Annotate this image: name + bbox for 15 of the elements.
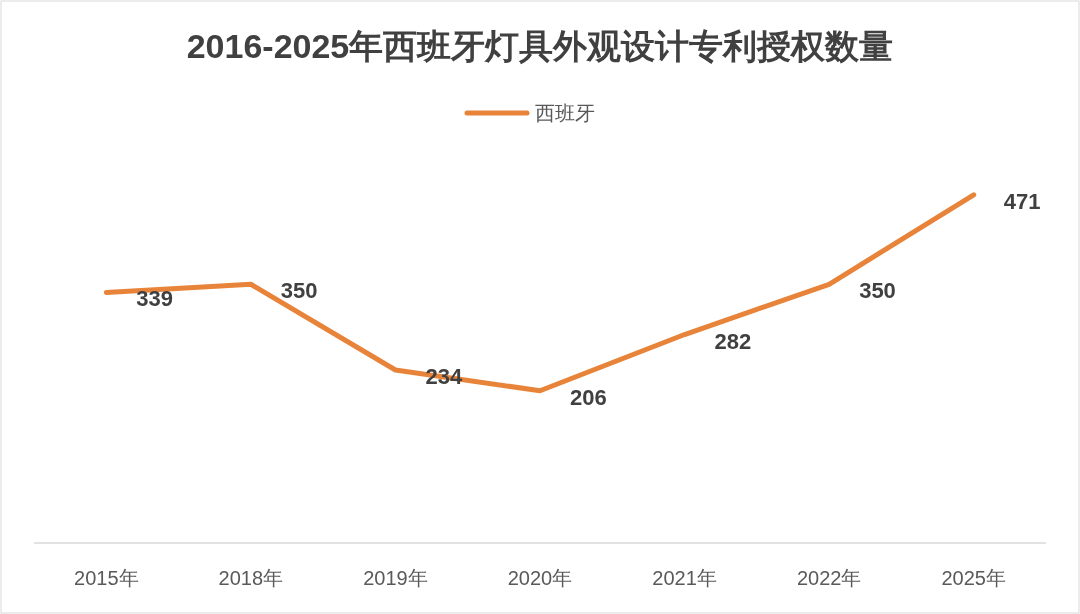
x-tick-label: 2022年 — [796, 567, 862, 589]
data-label: 350 — [859, 278, 896, 304]
data-label: 282 — [714, 328, 752, 354]
chart-title: 2016-2025年西班牙灯具外观设计专利授权数量 — [186, 27, 894, 65]
x-tick-label: 2015年 — [74, 567, 139, 589]
x-tick-label: 2019年 — [363, 567, 428, 589]
x-tick-label: 2021年 — [652, 567, 717, 589]
data-label: 206 — [570, 384, 607, 410]
x-tick-label: 2020年 — [507, 567, 573, 589]
x-tick-label: 2025年 — [941, 567, 1006, 589]
data-label: 350 — [280, 278, 318, 304]
legend-label: 西班牙 — [535, 102, 595, 124]
data-label: 471 — [1003, 188, 1041, 214]
x-tick-label: 2018年 — [218, 567, 284, 589]
data-label: 339 — [136, 286, 173, 312]
